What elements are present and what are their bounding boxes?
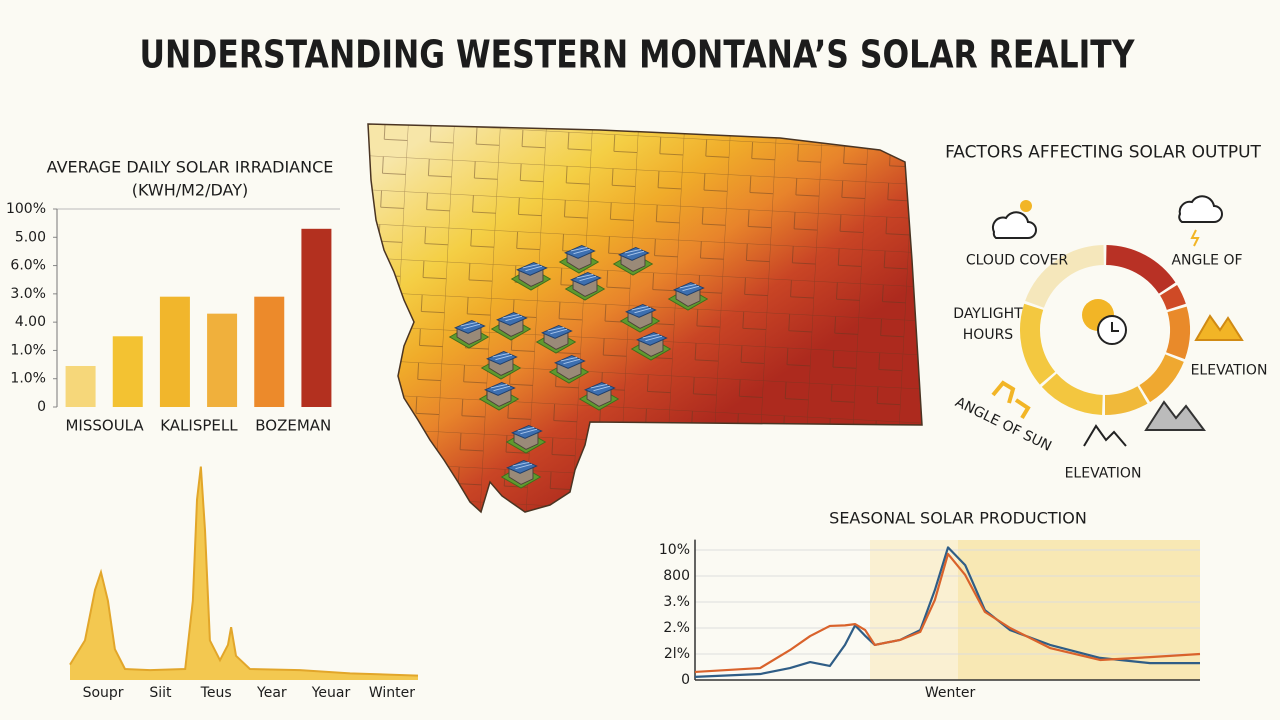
x-tick-label: Soupr <box>83 685 124 701</box>
ring-segment <box>1025 245 1105 309</box>
factors-title: FACTORS AFFECTING SOLAR OUTPUT <box>945 142 1261 163</box>
chart-subtitle: (KWH/M2/DAY) <box>132 181 249 200</box>
bar <box>65 365 96 407</box>
x-tick-label: Winter <box>369 685 415 701</box>
map <box>367 123 923 513</box>
y-tick-label: 2.% <box>663 620 690 636</box>
bar <box>254 296 285 407</box>
plots: 0 1.0% 1.0% 4.00 3.0% 6.0% 5.00 100% AVERAGE DAI… <box>6 158 1201 701</box>
y-tick-label: 5.00 <box>15 229 46 245</box>
ring-segment <box>1104 386 1148 415</box>
x-tick-label: KALISPELL <box>160 417 238 435</box>
x-tick-label: Teus <box>200 685 232 701</box>
ring-segment <box>1041 373 1104 415</box>
y-tick-label: 4.00 <box>15 314 46 330</box>
y-tick-label: 10% <box>659 542 690 558</box>
x-tick-label: Wenter <box>925 685 976 701</box>
y-tick-label: 0 <box>681 672 690 688</box>
series-line <box>694 552 1201 674</box>
bar <box>301 228 332 407</box>
x-tick-label: Year <box>256 685 287 701</box>
page-title: UNDERSTANDING WESTERN MONTANA’S SOLAR RE… <box>140 33 1135 77</box>
x-tick-label: Siit <box>149 685 172 701</box>
factors-ring <box>1020 245 1190 415</box>
bar <box>112 336 143 407</box>
y-tick-label: 1.0% <box>10 371 46 387</box>
ring-segment <box>1105 245 1176 294</box>
factor-label: CLOUD COVER <box>965 252 1069 269</box>
ring-segment <box>1159 284 1186 311</box>
area <box>70 466 418 680</box>
factor-label: ELEVATION <box>1064 465 1142 482</box>
area-line <box>69 466 419 677</box>
x-tick-label: Yeuar <box>311 685 351 701</box>
ring-segment <box>1139 353 1184 403</box>
x-tick-label: BOZEMAN <box>255 417 331 435</box>
chart-title: SEASONAL SOLAR PRODUCTION <box>829 509 1087 528</box>
y-tick-label: 2l% <box>664 646 690 662</box>
factor-label: ELEVATION <box>1190 362 1268 379</box>
season-shade <box>958 540 1200 680</box>
ring-segment <box>1165 306 1190 360</box>
y-tick-label: 0 <box>37 399 46 415</box>
bar <box>207 313 238 407</box>
y-tick-label: 3.0% <box>10 286 46 302</box>
bar <box>159 296 190 407</box>
factor-icons <box>991 195 1244 447</box>
factor-label: DAYLIGHT HOURS <box>953 306 1023 343</box>
y-tick-label: 3.% <box>663 594 690 610</box>
y-tick-label: 6.0% <box>10 258 46 274</box>
chart-title: AVERAGE DAILY SOLAR IRRADIANCE <box>47 158 334 177</box>
y-tick-label: 800 <box>663 568 690 584</box>
y-tick-label: 100% <box>6 201 46 217</box>
y-tick-label: 1.0% <box>10 342 46 358</box>
x-tick-label: MISSOULA <box>65 417 144 435</box>
ring-segment <box>1020 303 1056 385</box>
factor-label: ANGLE OF <box>1171 252 1243 269</box>
